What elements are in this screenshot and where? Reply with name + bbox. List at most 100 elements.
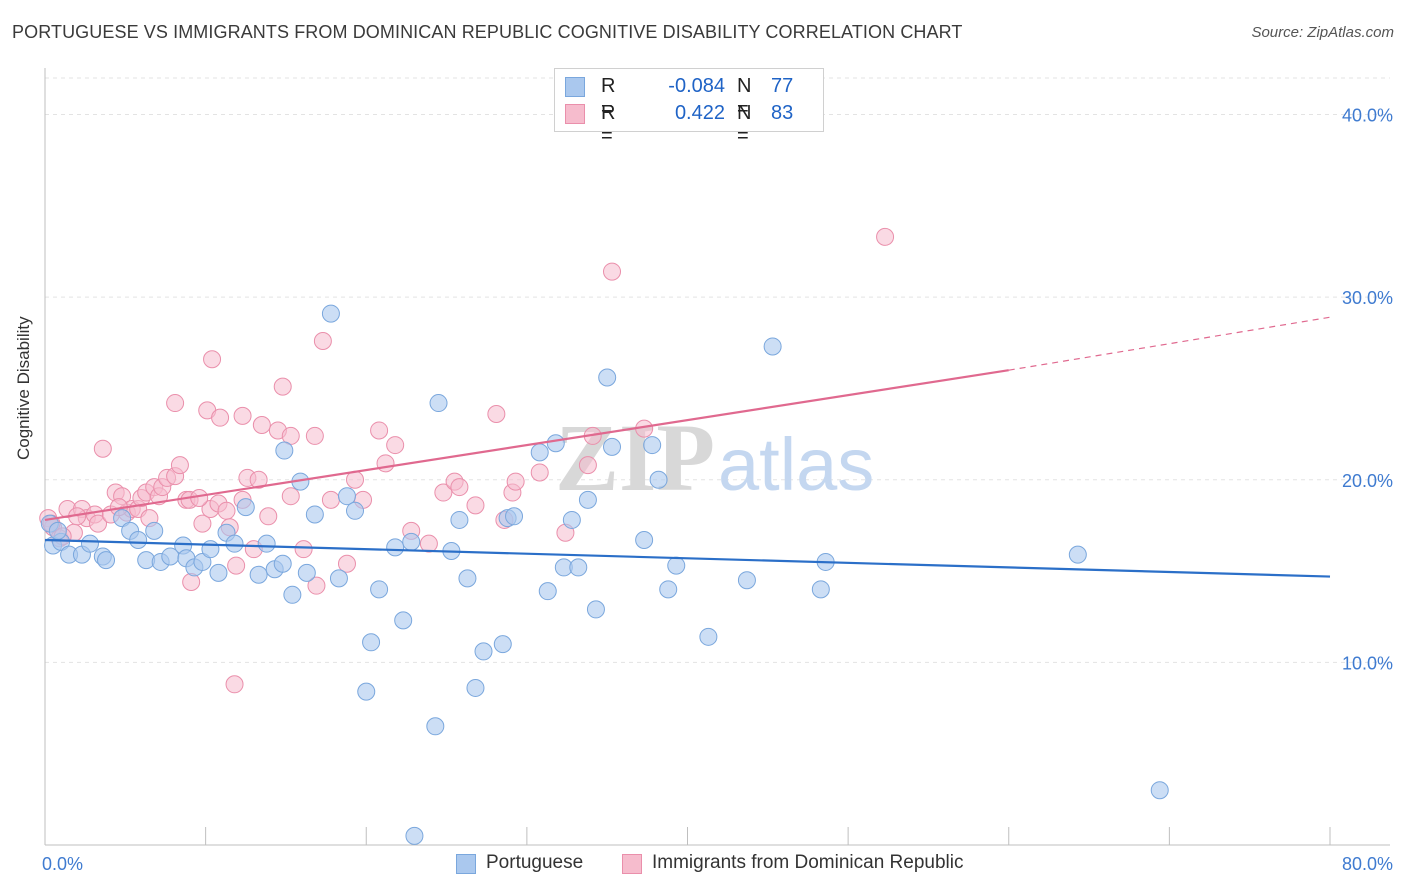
y-tick-label: 30.0%	[1342, 288, 1393, 308]
legend-n-label: N =	[737, 102, 752, 147]
data-point-portuguese	[329, 569, 348, 588]
tick-labels: 10.0% 20.0% 30.0% 40.0% 0.0% 80.0%	[42, 106, 1393, 874]
data-point-portuguese	[1068, 545, 1087, 564]
data-point-immigrants	[294, 540, 313, 559]
data-point-portuguese	[737, 571, 756, 590]
data-point-immigrants	[466, 496, 485, 515]
data-point-portuguese	[201, 540, 220, 559]
data-point-portuguese	[493, 635, 512, 654]
trend-line-immigrants-extension	[1008, 316, 1331, 371]
data-point-portuguese	[145, 521, 164, 540]
data-point-portuguese	[80, 534, 99, 553]
data-point-immigrants	[386, 436, 405, 455]
data-point-portuguese	[667, 556, 686, 575]
legend-r-value: -0.084	[668, 75, 725, 97]
legend-n-value: 77	[771, 75, 794, 97]
data-point-portuguese	[257, 534, 276, 553]
trend-line-immigrants	[44, 369, 1009, 522]
y-tick-label: 10.0%	[1342, 653, 1393, 673]
data-point-portuguese	[811, 580, 830, 599]
data-point-portuguese	[659, 580, 678, 599]
data-point-immigrants	[93, 439, 112, 458]
data-point-portuguese	[249, 565, 268, 584]
data-point-immigrants	[376, 454, 395, 473]
data-point-portuguese	[402, 532, 421, 551]
data-point-immigrants	[193, 514, 212, 533]
data-point-immigrants	[89, 514, 108, 533]
data-point-immigrants	[450, 478, 469, 497]
data-point-portuguese	[273, 554, 292, 573]
data-point-portuguese	[450, 510, 469, 529]
data-point-portuguese	[643, 436, 662, 455]
data-point-immigrants	[190, 489, 209, 508]
x-tick-label: 80.0%	[1342, 854, 1393, 874]
trend-line-portuguese	[44, 538, 1331, 578]
data-point-portuguese	[538, 582, 557, 601]
data-point-portuguese	[586, 600, 605, 619]
data-point-immigrants	[170, 456, 189, 475]
data-point-immigrants	[434, 483, 453, 502]
y-tick-label: 40.0%	[1342, 106, 1393, 126]
data-point-portuguese	[297, 563, 316, 582]
data-point-portuguese	[370, 580, 389, 599]
legend-swatch-blue	[565, 77, 585, 97]
chart-title: PORTUGUESE VS IMMIGRANTS FROM DOMINICAN …	[12, 22, 963, 42]
data-point-portuguese	[505, 507, 524, 526]
data-point-portuguese	[113, 509, 132, 528]
data-point-portuguese	[362, 633, 381, 652]
data-point-immigrants	[530, 463, 549, 482]
watermark-atlas: atlas	[718, 423, 874, 506]
data-point-portuguese	[763, 337, 782, 356]
data-point-portuguese	[603, 437, 622, 456]
data-point-immigrants	[252, 415, 271, 434]
data-point-portuguese	[48, 521, 67, 540]
data-point-portuguese	[209, 563, 228, 582]
data-point-immigrants	[307, 576, 326, 595]
data-point-portuguese	[530, 443, 549, 462]
legend-swatch-blue	[456, 854, 476, 874]
watermark-zip: ZIP	[555, 404, 715, 511]
y-axis-label: Cognitive Disability	[14, 316, 33, 460]
legend-swatch-pink	[622, 854, 642, 874]
data-point-immigrants	[182, 573, 201, 592]
data-point-portuguese	[129, 531, 148, 550]
data-point-immigrants	[346, 470, 365, 489]
watermark: ZIP atlas	[555, 404, 874, 511]
data-point-portuguese	[458, 569, 477, 588]
data-point-immigrants	[281, 487, 300, 506]
legend-n-label: N =	[737, 75, 752, 120]
data-point-portuguese	[346, 501, 365, 520]
legend-label-portuguese: Portuguese	[486, 852, 584, 873]
data-point-portuguese	[562, 510, 581, 529]
legend-swatch-pink	[565, 104, 585, 124]
data-point-immigrants	[273, 377, 292, 396]
data-point-immigrants	[249, 470, 268, 489]
data-point-immigrants	[506, 472, 525, 491]
data-point-immigrants	[233, 406, 252, 425]
data-point-portuguese	[429, 394, 448, 413]
data-point-portuguese	[598, 368, 617, 387]
data-point-portuguese	[635, 531, 654, 550]
data-point-immigrants	[259, 507, 278, 526]
data-point-portuguese	[699, 627, 718, 646]
data-point-portuguese	[569, 558, 588, 577]
legend-r-label: R =	[601, 102, 616, 147]
trend-lines	[44, 316, 1331, 578]
data-point-immigrants	[876, 227, 895, 246]
data-point-portuguese	[305, 505, 324, 524]
legend-r-value: 0.422	[674, 102, 725, 124]
series-immigrants-points	[39, 227, 895, 694]
x-tick-label: 0.0%	[42, 854, 83, 874]
data-point-immigrants	[225, 675, 244, 694]
data-point-portuguese	[546, 434, 565, 453]
grid-lines	[45, 77, 1390, 663]
correlation-legend: R = -0.084 N = 77 R = 0.422 N = 83	[554, 68, 824, 147]
data-point-immigrants	[217, 501, 236, 520]
data-point-portuguese	[337, 487, 356, 506]
data-point-portuguese	[394, 611, 413, 630]
data-point-immigrants	[419, 534, 438, 553]
legend-label-immigrants: Immigrants from Dominican Republic	[652, 852, 964, 873]
data-point-immigrants	[313, 331, 332, 350]
data-point-portuguese	[649, 470, 668, 489]
